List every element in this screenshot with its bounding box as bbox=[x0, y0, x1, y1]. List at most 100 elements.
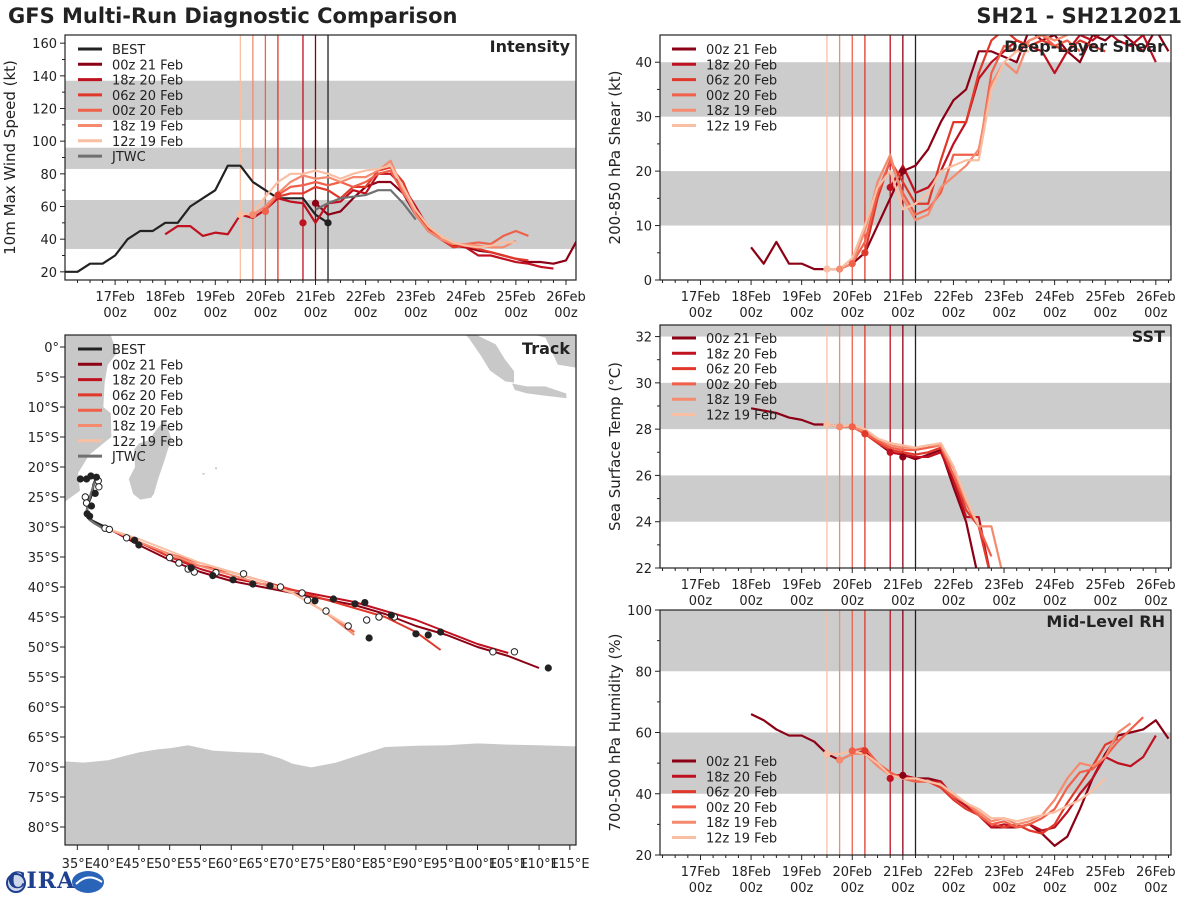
y-tick-label: 26 bbox=[635, 469, 652, 484]
track-point-open bbox=[165, 553, 174, 562]
init-marker bbox=[848, 260, 856, 268]
map-frame bbox=[64, 334, 577, 846]
legend-label: 18z 20 Feb bbox=[706, 770, 777, 785]
series-line bbox=[826, 749, 1106, 823]
y-axis-label: 10m Max Wind Speed (kt) bbox=[1, 60, 19, 255]
page-title: GFS Multi-Run Diagnostic Comparison bbox=[8, 4, 458, 28]
legend-label: 00z 20 Feb bbox=[112, 404, 183, 419]
plot-area-intensity bbox=[65, 35, 576, 280]
x-tick-label: 19Feb bbox=[782, 290, 822, 305]
lon-tick-label: 50°E bbox=[154, 857, 185, 872]
track-point-filled bbox=[424, 631, 432, 639]
lat-tick-label: 65°S bbox=[28, 731, 59, 746]
init-marker bbox=[823, 420, 831, 429]
lon-tick-label: 70°E bbox=[277, 857, 308, 872]
y-axis-label: Sea Surface Temp (°C) bbox=[606, 362, 624, 531]
init-marker bbox=[848, 423, 856, 431]
x-tick-label: 00z bbox=[790, 594, 814, 609]
legend-label: 12z 19 Feb bbox=[706, 832, 777, 847]
x-tick-label: 00z bbox=[554, 306, 578, 321]
legend-label: 06z 20 Feb bbox=[112, 89, 183, 104]
series-line bbox=[164, 172, 554, 270]
track-point-filled bbox=[209, 572, 217, 580]
track-point-open bbox=[122, 534, 131, 542]
x-tick-label: 18Feb bbox=[731, 865, 771, 880]
init-marker bbox=[886, 183, 894, 192]
x-tick-label: 00z bbox=[304, 306, 328, 321]
y-tick-label: 22 bbox=[635, 562, 652, 577]
x-tick-label: 22Feb bbox=[934, 578, 974, 593]
lat-tick-label: 15°S bbox=[28, 431, 59, 446]
lon-tick-label: 75°E bbox=[308, 857, 339, 872]
lon-tick-label: 45°E bbox=[123, 857, 154, 872]
init-marker bbox=[249, 211, 257, 219]
y-tick-label: 30 bbox=[635, 377, 652, 392]
lon-tick-label: 95°E bbox=[431, 857, 462, 872]
x-tick-label: 00z bbox=[254, 306, 278, 321]
plot-area-shear bbox=[660, 35, 1171, 280]
x-tick-label: 24Feb bbox=[1035, 578, 1075, 593]
x-tick-label: 00z bbox=[942, 306, 966, 321]
x-tick-label: 00z bbox=[841, 881, 865, 896]
legend-label: 00z 20 Feb bbox=[112, 104, 183, 119]
y-tick-label: 100 bbox=[627, 604, 652, 619]
legend-label: 12z 19 Feb bbox=[706, 120, 777, 135]
panel-sst: 22242628303217Feb00z18Feb00z19Feb00z20Fe… bbox=[606, 324, 1176, 609]
y-tick-label: 28 bbox=[635, 423, 652, 438]
lon-tick-label: 100°E bbox=[458, 857, 498, 872]
track-line bbox=[110, 529, 509, 654]
init-marker bbox=[861, 747, 869, 755]
legend-label: 18z 20 Feb bbox=[112, 74, 183, 89]
init-marker bbox=[899, 167, 907, 175]
init-marker bbox=[899, 771, 907, 779]
track-point-open bbox=[175, 559, 183, 567]
y-tick-label: 32 bbox=[635, 331, 652, 346]
series-line bbox=[264, 169, 529, 246]
x-tick-label: 25Feb bbox=[496, 290, 536, 305]
x-tick-label: 00z bbox=[992, 594, 1016, 609]
init-marker bbox=[886, 448, 894, 456]
legend-label: 00z 20 Feb bbox=[706, 89, 777, 104]
x-tick-label: 00z bbox=[689, 594, 713, 609]
track-point-open bbox=[375, 613, 383, 621]
lat-tick-label: 10°S bbox=[28, 401, 59, 416]
lat-tick-label: 0° bbox=[44, 341, 59, 356]
lon-tick-label: 105°E bbox=[489, 857, 529, 872]
land-java bbox=[510, 382, 568, 400]
init-marker bbox=[836, 265, 844, 273]
x-tick-label: 17Feb bbox=[95, 290, 135, 305]
x-tick-label: 00z bbox=[739, 306, 763, 321]
y-tick-label: 60 bbox=[40, 201, 57, 216]
track-point-filled bbox=[412, 630, 420, 638]
y-tick-label: 20 bbox=[635, 165, 652, 180]
track-point-open bbox=[298, 589, 306, 597]
x-tick-label: 00z bbox=[1094, 306, 1118, 321]
lon-tick-label: 55°E bbox=[185, 857, 216, 872]
lat-tick-label: 20°S bbox=[28, 461, 59, 476]
y-tick-label: 160 bbox=[32, 37, 57, 52]
legend-label: 00z 21 Feb bbox=[112, 358, 183, 373]
track-point-filled bbox=[229, 576, 237, 584]
track-point-open bbox=[510, 648, 519, 656]
init-marker bbox=[311, 199, 320, 207]
y-tick-label: 0 bbox=[644, 274, 652, 289]
x-tick-label: 00z bbox=[942, 881, 966, 896]
x-tick-label: 22Feb bbox=[934, 290, 974, 305]
shaded-band bbox=[65, 80, 576, 120]
x-tick-label: 00z bbox=[689, 881, 713, 896]
x-tick-label: 00z bbox=[992, 881, 1016, 896]
x-tick-label: 26Feb bbox=[1136, 290, 1176, 305]
track-point-filled bbox=[329, 595, 338, 603]
panel-title: Intensity bbox=[490, 37, 571, 56]
legend-label: 00z 21 Feb bbox=[706, 755, 777, 770]
y-axis-label: 700-500 hPa Humidity (%) bbox=[606, 633, 624, 831]
legend-label: 06z 20 Feb bbox=[706, 363, 777, 378]
legend-label: 18z 19 Feb bbox=[112, 120, 183, 135]
land-mauritius bbox=[214, 466, 219, 471]
series-line bbox=[65, 164, 329, 273]
legend-label: JTWC bbox=[111, 450, 146, 465]
y-tick-label: 20 bbox=[635, 849, 652, 864]
legend-label: BEST bbox=[112, 43, 145, 58]
